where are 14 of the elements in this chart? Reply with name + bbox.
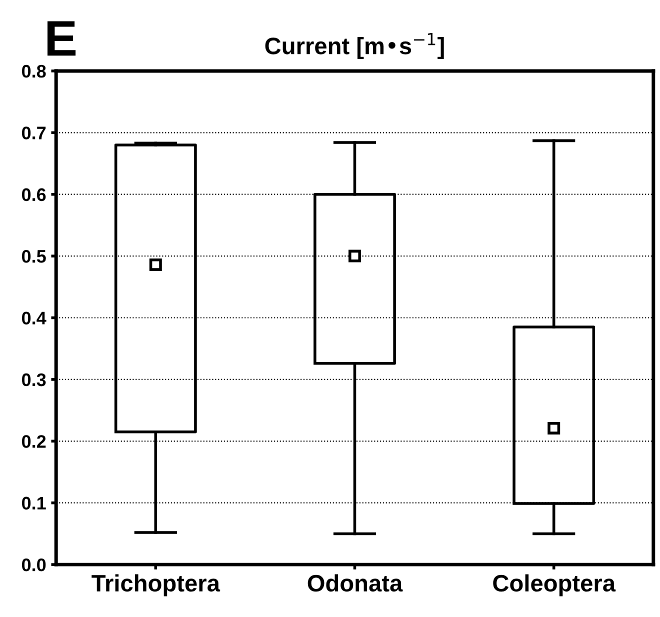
y-tick-label: 0.8: [22, 64, 46, 78]
y-tick-label: 0.0: [22, 558, 46, 572]
y-tick-label: 0.6: [22, 188, 46, 202]
y-tick-label: 0.3: [22, 373, 46, 386]
y-tick-label: 0.1: [22, 496, 46, 510]
x-tick-label: Coleoptera: [493, 574, 616, 596]
text: E: [48, 21, 76, 56]
y-tick-label: 0.4: [22, 312, 46, 324]
y-tick-label: 0.5: [22, 250, 46, 263]
y-tick-label: 0.7: [22, 126, 46, 140]
x-tick-label: Odonata: [308, 574, 403, 592]
y-tick-label: 0.2: [22, 435, 46, 448]
x-tick-label: Trichoptera: [92, 574, 220, 596]
chart-title: Current [m•s$^{−1}$]: [265, 33, 444, 60]
